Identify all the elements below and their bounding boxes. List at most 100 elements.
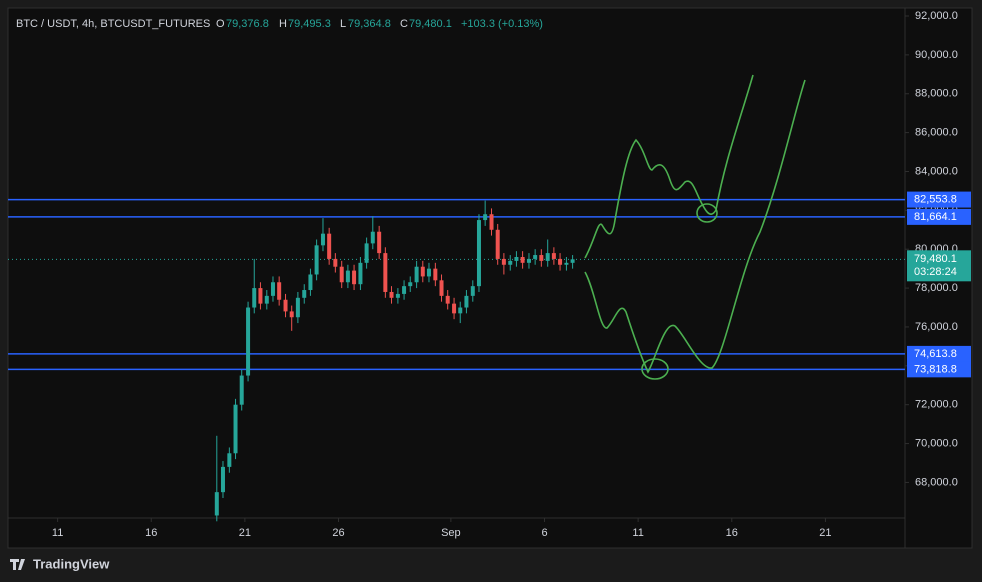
y-tick-label: 76,000.0 — [915, 321, 958, 333]
candle-body — [233, 404, 238, 454]
change: +103.3 (+0.13%) — [461, 18, 543, 30]
candle-body — [370, 231, 375, 244]
x-tick-label: Sep — [441, 527, 461, 539]
y-tick-label: 68,000.0 — [915, 476, 958, 488]
y-tick-label: 70,000.0 — [915, 437, 958, 449]
l-value: 79,364.8 — [348, 18, 391, 30]
candle-body — [558, 258, 563, 265]
legend-header: BTC / USDT, 4h, BTCUSDT_FUTURES O 79,376… — [16, 18, 543, 30]
countdown: 03:28:24 — [914, 266, 957, 278]
candle-body — [545, 253, 550, 261]
x-tick-label: 16 — [726, 527, 738, 539]
y-tick-label: 92,000.0 — [915, 10, 958, 22]
logo — [10, 559, 25, 570]
level-label: 82,553.8 — [914, 193, 957, 205]
upper-path-drawing — [584, 74, 754, 259]
candle-body — [520, 256, 525, 263]
candle-body — [302, 290, 307, 298]
candle-body — [514, 256, 519, 261]
candle-body — [283, 299, 288, 312]
candle-body — [533, 255, 538, 259]
candle-body — [414, 266, 419, 283]
level-label-bg — [907, 208, 971, 225]
candle-body — [345, 270, 350, 283]
candle-body — [526, 258, 531, 263]
candle-body — [314, 245, 319, 275]
candle-body — [464, 295, 469, 308]
candle-body — [564, 262, 569, 265]
level-label: 73,818.8 — [914, 363, 957, 375]
candle-body — [433, 268, 438, 281]
candle-body — [489, 214, 494, 230]
candle-body — [508, 260, 513, 265]
candle-body — [539, 255, 544, 261]
candle-body — [252, 288, 257, 308]
candle-body — [445, 295, 450, 304]
candle-body — [483, 214, 488, 221]
circle-drawing — [696, 203, 718, 223]
candle-body — [352, 270, 357, 285]
plot: 68,000.070,000.072,000.074,000.076,000.0… — [8, 10, 971, 539]
level-label-bg — [907, 191, 971, 208]
candle-body — [426, 268, 431, 277]
candle-body — [239, 375, 244, 405]
candle-body — [495, 229, 500, 259]
h-value: 79,495.3 — [288, 18, 331, 30]
y-tick-label: 88,000.0 — [915, 88, 958, 100]
candle-body — [327, 233, 332, 259]
candle-body — [270, 282, 275, 296]
candle-body — [333, 258, 338, 267]
candle-body — [289, 311, 294, 318]
c-value: 79,480.1 — [409, 18, 452, 30]
level-label: 81,664.1 — [914, 211, 957, 223]
last-price-label: 79,480.1 — [914, 253, 957, 265]
candle-body — [364, 243, 369, 263]
candle-body — [402, 286, 407, 294]
level-label-bg — [907, 345, 971, 362]
circle-drawing — [641, 358, 669, 380]
candle-body — [220, 466, 225, 493]
y-tick-label: 86,000.0 — [915, 127, 958, 139]
candle-body — [246, 307, 251, 376]
symbol: BTC / USDT, 4h, BTCUSDT_FUTURES — [16, 18, 210, 30]
h-label: H — [279, 18, 287, 30]
candle-body — [470, 286, 475, 296]
level-label-bg — [907, 361, 971, 378]
candle-body — [551, 253, 556, 259]
x-tick-label: 6 — [541, 527, 547, 539]
level-label: 74,613.8 — [914, 348, 957, 360]
o-label: O — [216, 18, 225, 30]
candle-body — [377, 231, 382, 254]
candle-body — [227, 453, 232, 467]
chart-pane — [7, 7, 973, 549]
x-tick-label: 11 — [52, 527, 63, 539]
y-tick-label: 84,000.0 — [915, 165, 958, 177]
candle-body — [408, 282, 413, 287]
candle-body — [277, 282, 282, 300]
candle-body — [308, 274, 313, 291]
candle-body — [570, 259, 575, 263]
candle-body — [264, 295, 269, 304]
candle-body — [420, 266, 425, 277]
drawings — [584, 74, 806, 380]
l-label: L — [340, 18, 346, 30]
o-value: 79,376.8 — [226, 18, 269, 30]
brand-name: TradingView — [33, 556, 110, 571]
candle-body — [501, 258, 506, 265]
candle-body — [358, 262, 363, 285]
c-label: C — [400, 18, 408, 30]
candle-body — [439, 280, 444, 296]
candle-body — [458, 307, 463, 314]
candle-body — [452, 303, 457, 314]
candle-body — [295, 297, 300, 318]
last-price-bg — [907, 250, 971, 282]
y-tick-label: 78,000.0 — [915, 282, 958, 294]
candle-body — [258, 288, 263, 304]
x-tick-label: 11 — [632, 527, 643, 539]
x-tick-label: 16 — [145, 527, 157, 539]
candle-body — [476, 220, 481, 287]
x-tick-label: 21 — [819, 527, 831, 539]
candle-body — [320, 233, 325, 246]
candle-body — [389, 291, 394, 298]
